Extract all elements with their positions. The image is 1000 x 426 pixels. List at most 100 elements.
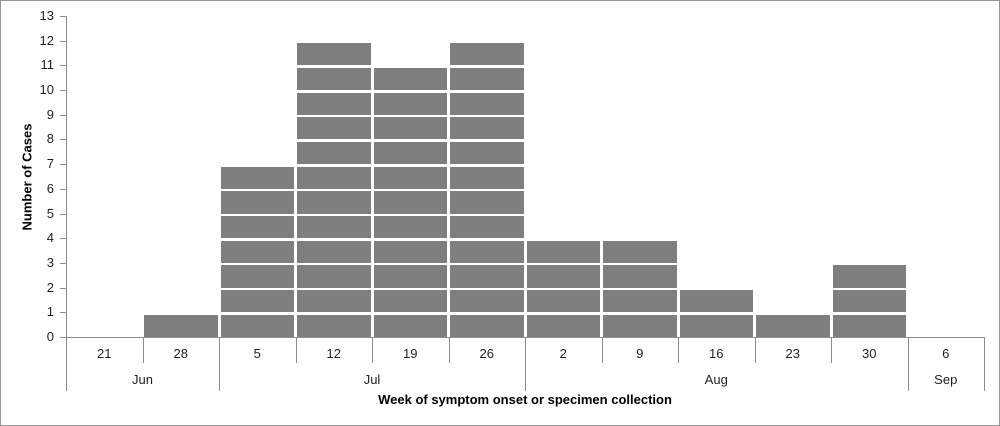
- bar-segment: [450, 43, 524, 66]
- y-axis-line: [66, 16, 67, 391]
- bar-segment: [603, 265, 677, 288]
- bar-segment: [373, 92, 447, 115]
- bar-segment: [450, 216, 524, 239]
- y-tick-label: 5: [46, 205, 54, 221]
- week-label: 6: [942, 346, 950, 361]
- bar-segment: [526, 314, 600, 337]
- y-tick-label: 0: [46, 329, 54, 344]
- y-tick-label: 6: [46, 180, 54, 196]
- bar-segment: [603, 290, 677, 313]
- bar-segment: [450, 67, 524, 91]
- bar-segment: [450, 191, 524, 214]
- y-tick-label: 2: [46, 279, 54, 295]
- bar-segment: [450, 166, 524, 189]
- bar-segment: [526, 240, 600, 263]
- bar-segment: [297, 216, 371, 239]
- bar-segment: [450, 290, 524, 313]
- bar-segment: [450, 240, 524, 263]
- week-tick: [754, 337, 756, 363]
- y-tick: [60, 312, 66, 314]
- bar-segment: [373, 191, 447, 214]
- bar-segment: [832, 290, 906, 313]
- y-tick: [60, 65, 66, 67]
- y-tick-label: 13: [39, 8, 54, 23]
- bar-segment: [450, 314, 524, 337]
- y-tick-label: 4: [46, 230, 54, 246]
- bar-segment: [297, 240, 371, 263]
- y-tick-label: 8: [46, 131, 54, 147]
- y-tick: [60, 238, 66, 240]
- week-label: 30: [862, 346, 877, 361]
- y-tick: [60, 164, 66, 166]
- y-tick: [60, 40, 66, 42]
- week-label: 28: [173, 346, 188, 361]
- bar-segment: [297, 67, 371, 91]
- bar-segment: [679, 314, 753, 337]
- bar-segment: [297, 43, 371, 66]
- month-separator: [984, 337, 985, 391]
- bar-segment: [220, 191, 294, 214]
- week-tick: [295, 337, 297, 363]
- bar-segment: [297, 166, 371, 189]
- y-tick: [60, 337, 66, 338]
- month-label: Jul: [363, 372, 381, 387]
- month-label: Aug: [704, 372, 728, 387]
- bar-segment: [450, 117, 524, 140]
- week-tick: [142, 337, 144, 363]
- week-label: 23: [785, 346, 800, 361]
- bar-segment: [220, 166, 294, 189]
- bar-segment: [220, 314, 294, 337]
- bar-segment: [220, 216, 294, 239]
- y-tick-label: 7: [46, 156, 54, 172]
- bar-segment: [297, 141, 371, 165]
- y-tick-label: 12: [39, 32, 54, 48]
- y-tick-label: 3: [46, 254, 54, 270]
- y-tick: [60, 139, 66, 141]
- bar-segment: [526, 290, 600, 313]
- month-separator: [219, 337, 220, 391]
- y-tick: [60, 188, 66, 190]
- bar-segment: [832, 314, 906, 337]
- week-tick: [601, 337, 603, 363]
- y-tick: [60, 287, 66, 289]
- x-axis-title: Week of symptom onset or specimen collec…: [378, 392, 672, 407]
- bar-segment: [373, 265, 447, 288]
- bar-segment: [373, 240, 447, 263]
- y-tick-label: 1: [46, 304, 54, 320]
- y-tick: [60, 262, 66, 264]
- bar-segment: [603, 314, 677, 337]
- y-tick: [60, 213, 66, 215]
- bar-segment: [373, 290, 447, 313]
- bar-segment: [756, 314, 830, 337]
- bar-segment: [297, 265, 371, 288]
- bar-segment: [373, 216, 447, 239]
- week-tick: [831, 337, 832, 363]
- week-label: 9: [636, 346, 644, 361]
- bar-segment: [297, 314, 371, 337]
- week-label: 2: [559, 346, 567, 361]
- bar-segment: [832, 265, 906, 288]
- bar-segment: [373, 166, 447, 189]
- week-label: 21: [97, 346, 112, 361]
- bar-segment: [450, 141, 524, 165]
- bar-segment: [297, 92, 371, 115]
- bar-segment: [526, 265, 600, 288]
- bar-segment: [297, 290, 371, 313]
- bar-segment: [450, 265, 524, 288]
- bar-segment: [220, 240, 294, 263]
- week-label: 5: [253, 346, 261, 361]
- bar-segment: [220, 265, 294, 288]
- week-tick: [678, 337, 679, 363]
- bar-segment: [679, 290, 753, 313]
- y-tick-label: 10: [39, 82, 54, 98]
- y-tick: [60, 114, 66, 116]
- week-label: 12: [326, 346, 341, 361]
- bar-segment: [297, 117, 371, 140]
- bar-segment: [373, 117, 447, 140]
- y-tick-label: 9: [46, 106, 54, 122]
- bar-segment: [373, 67, 447, 91]
- bar-segment: [144, 314, 218, 337]
- month-separator: [907, 337, 909, 391]
- week-label: 26: [479, 346, 494, 361]
- y-tick: [60, 16, 66, 17]
